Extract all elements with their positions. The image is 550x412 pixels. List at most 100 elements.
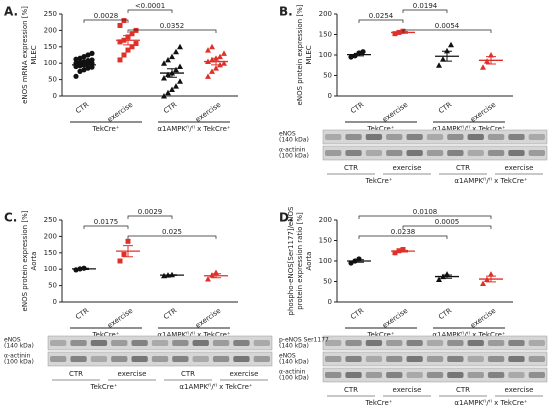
blot-band	[386, 372, 403, 378]
blot-band	[345, 150, 362, 156]
x-tick-label: CTR	[162, 307, 178, 322]
data-point	[89, 64, 95, 70]
blot-lane-label: exercise	[230, 370, 259, 378]
p-value: 0.0238	[391, 228, 416, 236]
data-point	[392, 250, 398, 256]
data-point	[117, 39, 123, 45]
blot-band	[212, 340, 230, 346]
blot-band	[325, 134, 342, 140]
blot-band	[325, 356, 342, 362]
blot-band	[406, 340, 423, 346]
blot-lane-label: CTR	[456, 386, 470, 394]
y-axis-label: Aorta	[30, 252, 38, 271]
blot-band	[426, 340, 444, 346]
blot-lane-label: CTR	[344, 164, 358, 172]
error-bar	[167, 274, 177, 276]
error-bar	[354, 259, 364, 263]
blot-band	[447, 372, 464, 378]
blot-band	[467, 356, 484, 362]
y-tick-label: 100	[44, 265, 57, 273]
data-point	[209, 68, 215, 74]
y-tick-label: 50	[323, 278, 332, 286]
blot-band	[447, 356, 464, 362]
blot-band	[212, 356, 230, 362]
data-point	[177, 63, 183, 69]
data-point	[436, 276, 442, 282]
p-value: 0.0054	[435, 22, 460, 30]
x-tick-label: exercise	[381, 101, 409, 124]
data-point	[348, 260, 354, 266]
data-point	[488, 52, 494, 58]
y-axis-label: eNOS mRNA expression [%]	[21, 6, 29, 104]
error-bar	[486, 275, 496, 283]
blot-band	[426, 134, 444, 140]
y-tick-label: 200	[319, 10, 332, 18]
p-value: <0.0001	[135, 2, 165, 10]
data-point	[448, 41, 454, 48]
data-point	[121, 251, 127, 257]
blot-band	[528, 340, 545, 346]
x-tick-label: CTR	[349, 101, 365, 116]
data-point	[161, 74, 167, 81]
y-tick-label: 0	[53, 298, 57, 306]
blot-band	[467, 340, 484, 346]
data-point	[133, 27, 139, 33]
x-tick-label: exercise	[194, 101, 222, 124]
blot-band	[386, 356, 403, 362]
data-point	[205, 47, 211, 53]
data-point	[209, 43, 215, 50]
data-point	[117, 22, 123, 28]
group-label: TekCre⁺	[366, 331, 394, 339]
blot-band	[447, 340, 464, 346]
blot-lane-label: exercise	[393, 386, 422, 394]
x-tick-label: exercise	[381, 307, 409, 330]
blot-band	[365, 134, 383, 140]
blot-band	[70, 340, 87, 346]
data-point	[125, 238, 131, 244]
blot-band	[325, 372, 342, 378]
error-bar	[442, 274, 452, 279]
x-tick-label: exercise	[469, 101, 497, 124]
blot-band	[131, 356, 148, 362]
blot-band	[487, 372, 505, 378]
y-axis-label: phospho-eNOS[Ser1177]/eNOS	[287, 206, 295, 315]
error-bar	[211, 273, 221, 279]
blot-band	[487, 134, 505, 140]
blot-band	[447, 134, 464, 140]
blot-band	[365, 372, 383, 378]
blot-lane-label: CTR	[344, 386, 358, 394]
blot-row-label: α-actinin	[279, 369, 306, 376]
data-point	[73, 56, 79, 62]
error-bar	[167, 68, 177, 78]
blot-band	[151, 340, 169, 346]
error-bar	[398, 249, 408, 253]
y-tick-label: 100	[44, 59, 57, 67]
blot-row-size: (140 kDa)	[279, 343, 309, 350]
data-point	[85, 52, 91, 58]
blot-band	[508, 356, 525, 362]
y-tick-label: 150	[44, 249, 57, 257]
x-tick-label: CTR	[74, 101, 90, 116]
significance-bracket	[358, 19, 404, 23]
p-value: 0.0108	[413, 208, 438, 216]
data-point	[81, 67, 87, 73]
blot-band	[386, 134, 403, 140]
data-point	[165, 71, 171, 78]
data-point	[117, 57, 123, 63]
blot-band	[447, 150, 464, 156]
blot-band	[406, 134, 423, 140]
p-value: 0.0194	[413, 2, 438, 10]
data-point	[392, 31, 398, 37]
data-point	[177, 43, 183, 50]
blot-strip	[47, 351, 273, 367]
data-point	[165, 89, 171, 96]
blot-band	[508, 372, 525, 378]
blot-group-label: TekCre⁺	[364, 177, 392, 185]
data-point	[165, 56, 171, 63]
y-tick-label: 200	[44, 26, 57, 34]
y-tick-label: 250	[44, 216, 57, 224]
data-point	[121, 52, 127, 58]
blot-strip	[322, 335, 548, 351]
panel-label: A.	[4, 5, 18, 19]
